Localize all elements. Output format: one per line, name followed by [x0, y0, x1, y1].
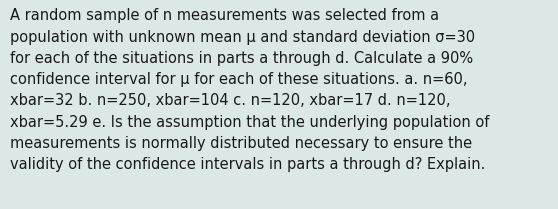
Text: A random sample of n measurements was selected from a
population with unknown me: A random sample of n measurements was se…	[10, 8, 489, 172]
